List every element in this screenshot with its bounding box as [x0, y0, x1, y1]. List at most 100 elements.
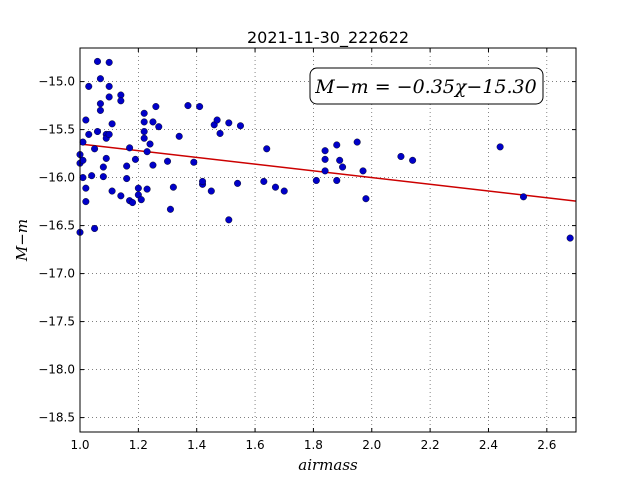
data-point — [213, 116, 221, 124]
data-point — [271, 183, 279, 191]
data-point — [123, 162, 131, 170]
data-point — [397, 152, 405, 160]
data-point — [409, 156, 417, 164]
x-axis-label: airmass — [298, 456, 358, 474]
data-point — [260, 177, 268, 185]
data-point — [91, 145, 99, 153]
fit-equation: M−m = −0.35χ−15.30 — [314, 76, 536, 98]
data-point — [336, 156, 344, 164]
data-point — [496, 143, 504, 151]
x-tick-label: 1.0 — [70, 438, 89, 452]
y-tick-label: −18.5 — [38, 411, 75, 425]
data-point — [353, 138, 361, 146]
data-point — [207, 187, 215, 195]
data-point — [105, 58, 113, 66]
data-point — [166, 205, 174, 213]
data-point — [96, 100, 104, 108]
x-tick-label: 2.6 — [537, 438, 556, 452]
x-tick-label: 1.2 — [129, 438, 148, 452]
data-point — [140, 134, 148, 142]
data-point — [236, 122, 244, 130]
data-point — [149, 118, 157, 126]
x-tick-labels: 1.0 1.2 1.4 1.6 1.8 2.0 2.2 2.4 2.6 — [70, 438, 556, 452]
plot-frame — [79, 47, 577, 433]
y-tick-labels: −15.0 −15.5 −16.0 −16.5 −17.0 −17.5 −18.0 −18.5 — [38, 75, 75, 425]
data-point — [131, 155, 139, 163]
y-tick-label: −18.0 — [38, 363, 75, 377]
data-point — [566, 234, 574, 242]
data-point — [96, 106, 104, 114]
data-point — [321, 155, 329, 163]
data-point — [79, 174, 87, 182]
data-point — [85, 130, 93, 138]
data-point — [155, 123, 163, 131]
data-point — [140, 109, 148, 117]
data-point — [225, 216, 233, 224]
data-point — [169, 183, 177, 191]
data-point — [362, 195, 370, 203]
axis-ticks — [79, 48, 576, 432]
data-point — [105, 130, 113, 138]
data-point — [82, 184, 90, 192]
data-point — [123, 175, 131, 183]
data-point — [129, 199, 137, 207]
x-tick-label: 1.4 — [187, 438, 206, 452]
y-tick-label: −15.0 — [38, 75, 75, 89]
y-tick-label: −16.0 — [38, 171, 75, 185]
data-point — [152, 103, 160, 111]
data-point — [519, 193, 527, 201]
data-point — [82, 116, 90, 124]
data-point — [137, 196, 145, 204]
chart-title: 2021-11-30_222622 — [247, 28, 409, 48]
data-point — [99, 173, 107, 181]
x-tick-label: 1.8 — [304, 438, 323, 452]
data-point — [321, 167, 329, 175]
data-point — [134, 184, 142, 192]
data-point — [140, 118, 148, 126]
data-point — [102, 154, 110, 162]
data-points — [76, 57, 574, 242]
data-point — [234, 179, 242, 187]
data-point — [99, 163, 107, 171]
x-tick-label: 2.4 — [479, 438, 498, 452]
data-point — [96, 75, 104, 83]
data-point — [190, 158, 198, 166]
data-point — [91, 224, 99, 232]
data-point — [175, 132, 183, 140]
data-point — [333, 176, 341, 184]
data-point — [146, 140, 154, 148]
y-axis-label: M−m — [13, 219, 31, 262]
data-point — [126, 144, 134, 152]
data-point — [184, 102, 192, 110]
data-point — [94, 128, 102, 136]
x-tick-label: 2.0 — [362, 438, 381, 452]
data-point — [105, 93, 113, 101]
y-tick-label: −16.5 — [38, 219, 75, 233]
data-point — [108, 187, 116, 195]
data-point — [105, 82, 113, 90]
data-point — [359, 167, 367, 175]
data-point — [225, 119, 233, 127]
data-point — [108, 120, 116, 128]
data-point — [88, 172, 96, 180]
y-tick-label: −17.5 — [38, 315, 75, 329]
data-point — [79, 138, 87, 146]
data-point — [199, 177, 207, 185]
data-point — [149, 161, 157, 169]
data-point — [312, 176, 320, 184]
y-tick-label: −15.5 — [38, 123, 75, 137]
grid-lines — [79, 48, 576, 432]
fit-annotation: M−m = −0.35χ−15.30 — [309, 67, 544, 105]
annotation-box — [309, 67, 544, 105]
data-point — [164, 157, 172, 165]
data-point — [280, 187, 288, 195]
data-point — [94, 57, 102, 65]
data-point — [82, 198, 90, 206]
y-tick-label: −17.0 — [38, 267, 75, 281]
plot-area — [80, 48, 576, 432]
data-point — [143, 148, 151, 156]
data-point — [79, 156, 87, 164]
data-point — [333, 141, 341, 149]
data-point — [216, 129, 224, 137]
